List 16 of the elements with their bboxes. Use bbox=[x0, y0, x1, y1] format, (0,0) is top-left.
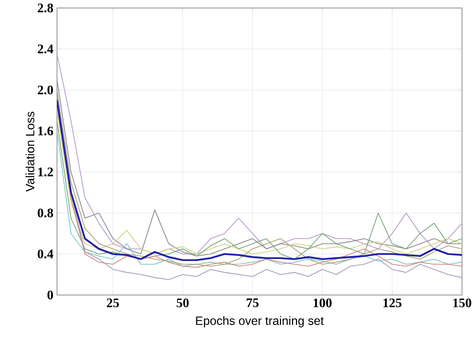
y-tick-label: 1.2 bbox=[38, 168, 53, 176]
y-tick-label: 0 bbox=[47, 290, 53, 300]
x-tick-label: 125 bbox=[383, 298, 402, 308]
x-tick-label: 150 bbox=[453, 298, 472, 308]
x-tick-label: 75 bbox=[246, 298, 259, 308]
y-tick-label: 0.4 bbox=[38, 250, 54, 258]
y-tick-label: 2.4 bbox=[38, 44, 54, 54]
x-tick-label: 50 bbox=[176, 298, 189, 308]
y-axis-title: Validation Loss bbox=[26, 112, 34, 192]
x-axis-title: Epochs over training set bbox=[196, 316, 324, 328]
y-tick-label: 0.8 bbox=[38, 208, 54, 218]
y-tick-label: 2.8 bbox=[38, 4, 54, 12]
y-tick-label: 2.0 bbox=[38, 86, 53, 94]
y-tick-label: 1.6 bbox=[38, 126, 54, 136]
x-tick-label: 100 bbox=[314, 298, 332, 308]
x-tick-label: 25 bbox=[106, 298, 119, 308]
